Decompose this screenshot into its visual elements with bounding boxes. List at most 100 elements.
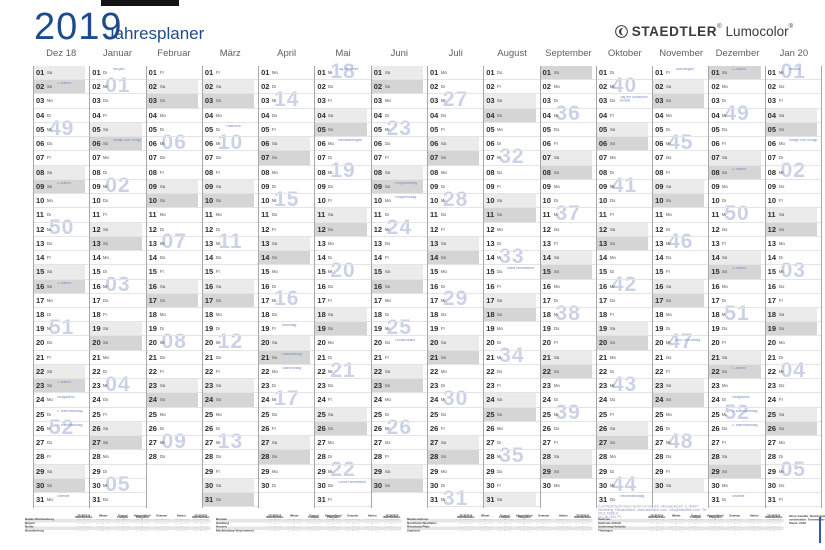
day-number: 14	[148, 253, 157, 263]
day-cell: 11 Mo	[146, 208, 202, 223]
weekday-label: Mi	[553, 113, 558, 118]
day-cell: 28 Do	[202, 450, 259, 465]
day-cell: 03 Mo	[371, 94, 427, 109]
holiday-label: Ostersonntag	[282, 352, 302, 357]
day-number: 30	[92, 480, 101, 490]
day-cell: 01 Mi	[315, 66, 371, 81]
day-number: 22	[36, 366, 45, 376]
day-number: 21	[36, 352, 45, 362]
day-cell: 18 Fr	[90, 308, 146, 323]
day-cell: 03 Fr	[765, 94, 821, 109]
weekday-label: Do	[440, 213, 447, 218]
day-cell: 08 Mi	[765, 166, 821, 180]
day-number: 19	[767, 324, 776, 334]
weekday-label: Sa	[384, 369, 390, 375]
day-cell: 23 Mi	[596, 379, 653, 394]
day-number: 26	[317, 423, 326, 433]
weekday-label: Di	[440, 384, 445, 389]
day-number: 21	[373, 352, 383, 362]
day-number: 18	[655, 309, 664, 319]
weekday-label: Mi	[440, 99, 446, 104]
day-number: 10	[655, 196, 664, 206]
weekday-label: Di	[103, 170, 108, 175]
day-cell: 11 Fr	[90, 208, 146, 223]
day-number: 05	[92, 124, 101, 134]
weekday-label: Mi	[553, 412, 558, 417]
weekday-label: Fr	[497, 85, 502, 90]
day-cell: 02 Sa	[653, 80, 709, 95]
day-cell: 05 Di	[653, 123, 709, 138]
weekday-label: So	[272, 455, 278, 460]
day-number: 29	[598, 466, 608, 476]
day-cell: 12 Fr	[259, 223, 315, 237]
day-number: 13	[261, 238, 270, 248]
day-cell: 08 Di	[596, 166, 653, 180]
day-number: 24	[373, 395, 383, 405]
day-number: 06	[767, 139, 776, 149]
day-number: 16	[373, 281, 383, 291]
day-cell: 16 Di	[427, 280, 484, 294]
day-cell: 20 Fr	[540, 336, 596, 351]
weekday-label: Fr	[553, 142, 558, 147]
day-number: 23	[429, 381, 439, 391]
day-number: 19	[36, 324, 45, 334]
day-cell: 18 Do	[427, 308, 484, 323]
ferien-date-cell: ··.··. – ··.··.	[325, 529, 341, 533]
weekday-label: Di	[384, 312, 389, 318]
day-number: 12	[317, 224, 326, 234]
day-cell: 15 Sa	[371, 265, 427, 280]
week-number: 01	[780, 59, 806, 83]
day-cell: 28 Fr	[34, 450, 90, 465]
weekday-label: Di	[609, 170, 614, 175]
weekday-label: Di	[553, 99, 558, 104]
weekday-label: So	[440, 256, 447, 261]
day-number: 22	[598, 366, 608, 376]
ferien-date-cell: ··.··. – ··.··.	[193, 529, 209, 533]
weekday-label: Fr	[215, 71, 220, 76]
day-number: 02	[204, 82, 214, 92]
month-column: 06 07 08 09 01 Fr 02 Sa 03 So 04 Mo 05 Di 06 Mi 07 Do 08 Fr…	[145, 66, 202, 508]
day-number: 04	[317, 110, 326, 120]
day-number: 28	[655, 452, 664, 462]
weekday-label: Do	[440, 312, 447, 318]
ferien-date-cell: ··.··. – ··.··.	[304, 518, 324, 523]
day-number: 29	[36, 466, 45, 476]
day-cell: 03 Do	[596, 94, 653, 109]
day-number: 20	[486, 338, 495, 348]
day-number: 27	[655, 438, 664, 448]
weekday-label: Mo	[47, 99, 53, 104]
weekday-label: Mi	[497, 355, 502, 360]
ferien-column-header: Winter	[480, 514, 490, 518]
weekday-label: Do	[609, 398, 616, 403]
weekday-label: Do	[47, 341, 53, 346]
day-number: 30	[767, 480, 776, 490]
ferien-date-cell: ··.··. – ··.··.	[191, 518, 211, 523]
day-cell: 12 Sa	[90, 222, 146, 237]
day-cell: 19 Sa	[596, 322, 653, 337]
weekday-label: Sa	[47, 270, 53, 275]
weekday-label: Di	[553, 298, 558, 303]
day-number: 31	[711, 495, 720, 505]
day-number: 25	[711, 409, 720, 419]
weekday-label: Fr	[497, 284, 502, 289]
weekday-label: Mo	[722, 284, 729, 289]
day-number: 24	[317, 395, 326, 405]
day-number: 08	[486, 167, 495, 177]
ferien-column-header: 2019/2020 Weihnachten	[765, 514, 783, 520]
holiday-label: 3. Advent	[57, 281, 71, 285]
day-cell: 22 Sa	[371, 364, 427, 380]
day-number: 30	[429, 480, 439, 490]
holiday-label: 2. Weihnachtstag	[57, 424, 83, 428]
weekday-label: So	[609, 341, 615, 346]
day-number: 11	[317, 210, 326, 220]
day-cell: 09 Di	[427, 180, 484, 195]
weekday-label: Do	[384, 441, 391, 446]
day-cell: 11 Mo	[202, 208, 259, 223]
day-cell: 10 Fr	[765, 194, 821, 209]
day-cell: 22 Fr	[202, 365, 259, 380]
weekday-label: Mo	[497, 327, 504, 332]
ferien-date-cell: ··.··. – ··.··.	[113, 518, 133, 523]
day-number: 18	[486, 309, 495, 319]
day-number: 25	[204, 409, 214, 419]
weekday-label: So	[328, 327, 334, 332]
